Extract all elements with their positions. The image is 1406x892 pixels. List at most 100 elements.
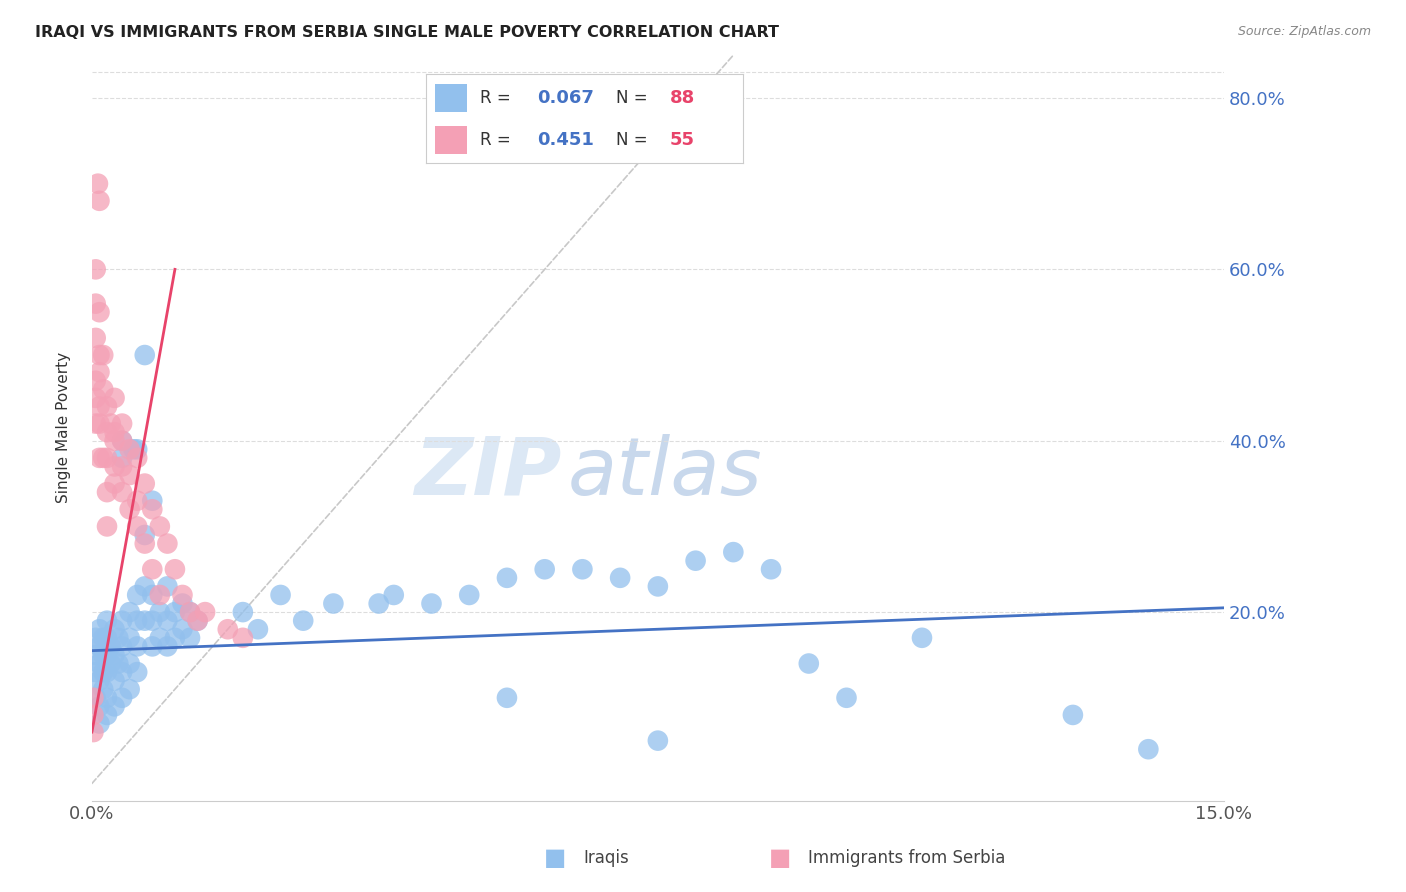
- Point: [420, 597, 443, 611]
- Point: [111, 640, 134, 654]
- Point: [82, 725, 104, 739]
- Point: [89, 194, 111, 208]
- Point: [84, 374, 107, 388]
- Point: [84, 262, 107, 277]
- Point: [111, 614, 134, 628]
- Point: [127, 442, 149, 457]
- Point: [246, 622, 269, 636]
- Point: [496, 690, 519, 705]
- Point: [647, 579, 669, 593]
- Point: [496, 571, 519, 585]
- Point: [111, 417, 134, 431]
- Point: [172, 597, 194, 611]
- Point: [100, 640, 122, 654]
- Point: [91, 450, 114, 465]
- Point: [111, 434, 134, 448]
- Point: [96, 519, 118, 533]
- Point: [759, 562, 782, 576]
- Point: [270, 588, 292, 602]
- Point: [96, 425, 118, 439]
- Point: [156, 614, 179, 628]
- Point: [118, 502, 141, 516]
- Point: [232, 605, 254, 619]
- Point: [141, 640, 163, 654]
- Point: [1062, 707, 1084, 722]
- Point: [149, 631, 172, 645]
- Point: [111, 690, 134, 705]
- Point: [103, 434, 125, 448]
- Point: [84, 631, 107, 645]
- Point: [84, 331, 107, 345]
- Point: [84, 648, 107, 662]
- Point: [84, 391, 107, 405]
- Point: [187, 614, 209, 628]
- Point: [127, 450, 149, 465]
- Text: ■: ■: [769, 847, 792, 870]
- Point: [89, 622, 111, 636]
- Point: [835, 690, 858, 705]
- Text: Immigrants from Serbia: Immigrants from Serbia: [808, 849, 1005, 867]
- Point: [103, 622, 125, 636]
- Point: [292, 614, 315, 628]
- Point: [163, 562, 186, 576]
- Text: ZIP: ZIP: [415, 434, 561, 512]
- Point: [134, 476, 156, 491]
- Point: [118, 657, 141, 671]
- Point: [84, 690, 107, 705]
- Point: [96, 665, 118, 679]
- Point: [127, 588, 149, 602]
- Point: [107, 657, 129, 671]
- Point: [89, 305, 111, 319]
- Point: [141, 493, 163, 508]
- Point: [111, 665, 134, 679]
- Point: [382, 588, 405, 602]
- Point: [89, 400, 111, 414]
- Point: [149, 605, 172, 619]
- Point: [571, 562, 593, 576]
- Point: [134, 348, 156, 362]
- Point: [89, 699, 111, 714]
- Point: [89, 657, 111, 671]
- Point: [111, 485, 134, 500]
- Point: [149, 519, 172, 533]
- Point: [111, 450, 134, 465]
- Point: [103, 648, 125, 662]
- Point: [96, 690, 118, 705]
- Point: [118, 468, 141, 483]
- Point: [103, 425, 125, 439]
- Point: [89, 417, 111, 431]
- Point: [111, 459, 134, 474]
- Text: Iraqis: Iraqis: [583, 849, 630, 867]
- Point: [179, 605, 201, 619]
- Point: [458, 588, 481, 602]
- Point: [91, 682, 114, 697]
- Point: [1137, 742, 1160, 756]
- Point: [156, 536, 179, 550]
- Point: [91, 382, 114, 396]
- Point: [89, 673, 111, 688]
- Point: [118, 682, 141, 697]
- Point: [911, 631, 934, 645]
- Point: [84, 417, 107, 431]
- Point: [89, 365, 111, 379]
- Point: [103, 673, 125, 688]
- Point: [172, 588, 194, 602]
- Point: [91, 648, 114, 662]
- Point: [87, 177, 110, 191]
- Point: [103, 476, 125, 491]
- Point: [91, 631, 114, 645]
- Text: Source: ZipAtlas.com: Source: ZipAtlas.com: [1237, 25, 1371, 38]
- Point: [91, 665, 114, 679]
- Point: [179, 605, 201, 619]
- Point: [217, 622, 239, 636]
- Point: [118, 631, 141, 645]
- Point: [82, 707, 104, 722]
- Point: [118, 442, 141, 457]
- Point: [533, 562, 555, 576]
- Point: [179, 631, 201, 645]
- Point: [96, 485, 118, 500]
- Point: [134, 614, 156, 628]
- Point: [127, 519, 149, 533]
- Point: [127, 493, 149, 508]
- Point: [134, 528, 156, 542]
